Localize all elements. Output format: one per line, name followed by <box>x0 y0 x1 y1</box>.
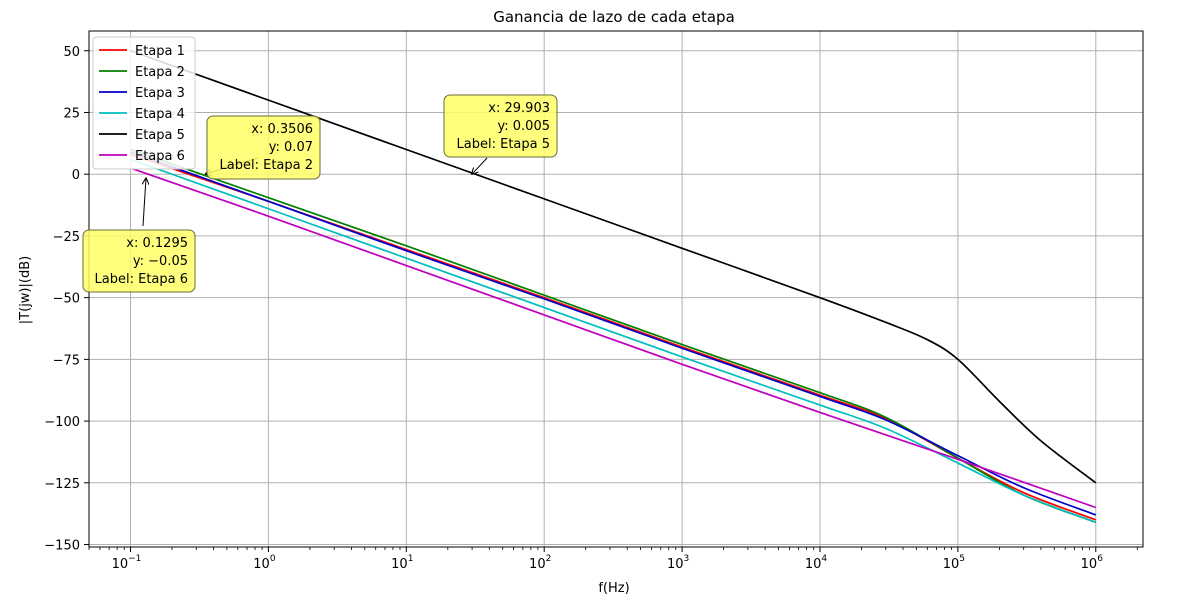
legend-box <box>92 36 196 170</box>
data-tip-box <box>206 115 321 180</box>
y-tick-label: −150 <box>44 539 80 554</box>
data-tip-box <box>82 229 196 293</box>
data-tip: x: 0.3506 y: 0.07 Label: Etapa 2 <box>206 115 321 180</box>
data-tip: x: 0.1295 y: −0.05 Label: Etapa 6 <box>82 178 196 293</box>
series-lines <box>130 49 1097 524</box>
y-tick-label: −125 <box>44 477 80 492</box>
data-tip-line: Label: Etapa 2 <box>220 158 313 173</box>
x-tick-label: 10−1 <box>112 554 142 572</box>
chart-title: Ganancia de lazo de cada etapa <box>493 8 735 26</box>
series-line-5 <box>130 49 1097 484</box>
legend-label: Etapa 2 <box>135 65 185 80</box>
y-tick-label: −25 <box>53 230 80 245</box>
y-tick-label: −50 <box>53 292 80 307</box>
x-axis-label: f(Hz) <box>598 581 629 596</box>
legend-label: Etapa 6 <box>135 149 185 164</box>
legend-label: Etapa 5 <box>135 128 185 143</box>
data-tip-line: x: 0.1295 <box>126 236 188 251</box>
series-line-6 <box>130 167 1097 509</box>
series-line-4 <box>130 158 1097 524</box>
data-tip-line: x: 0.3506 <box>251 122 313 137</box>
data-tip-arrow <box>472 157 488 174</box>
y-tick-label: 25 <box>63 106 80 121</box>
x-tick-label: 100 <box>253 554 276 572</box>
y-axis-label: |T(jw)|(dB) <box>18 256 33 324</box>
data-tip-line: Label: Etapa 5 <box>457 137 550 152</box>
series-line-3 <box>130 151 1097 516</box>
legend-label: Etapa 1 <box>135 44 185 59</box>
legend-label: Etapa 4 <box>135 107 185 122</box>
x-tick-label: 105 <box>943 554 965 572</box>
data-tip: x: 29.903 y: 0.005 Label: Etapa 5 <box>443 94 558 174</box>
data-tip-line: x: 29.903 <box>488 101 550 116</box>
y-tick-label: 50 <box>63 45 80 60</box>
y-tick-label: −100 <box>44 415 80 430</box>
x-tick-label: 106 <box>1081 554 1104 572</box>
x-tick-label: 103 <box>667 554 689 572</box>
axis-ticks: 10−1 100 101 102 103 104 105 106 50 25 0 −25 −50 −75 −… <box>44 45 1138 572</box>
legend-label: Etapa 3 <box>135 86 185 101</box>
data-tip-box <box>443 94 558 158</box>
series-line-1 <box>130 153 1097 521</box>
series-line-2 <box>130 148 1097 524</box>
data-tip-line: y: 0.07 <box>269 140 313 155</box>
annotations: x: 0.3506 y: 0.07 Label: Etapa 2 x: 29.903 y… <box>82 94 558 293</box>
data-tip-line: y: −0.05 <box>133 254 188 269</box>
legend: Etapa 1 Etapa 2 Etapa 3 Etapa 4 Etapa 5 Etapa… <box>92 36 196 170</box>
x-tick-label: 101 <box>391 554 413 572</box>
x-tick-label: 102 <box>529 554 551 572</box>
data-tip-line: y: 0.005 <box>498 119 550 134</box>
y-tick-label: 0 <box>72 168 80 183</box>
y-tick-label: −75 <box>53 353 80 368</box>
data-tip-line: Label: Etapa 6 <box>95 272 188 287</box>
x-tick-label: 104 <box>805 554 828 572</box>
data-tip-arrow <box>143 178 146 227</box>
